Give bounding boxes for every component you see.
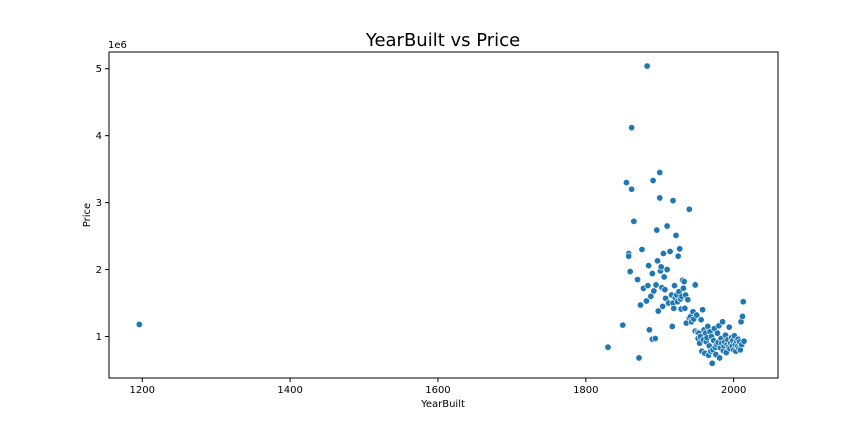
data-point [622,179,630,187]
data-point [666,247,674,255]
data-point [660,273,668,281]
data-point [135,320,143,328]
x-tick-label: 1600 [425,385,450,396]
x-tick-label: 1400 [277,385,302,396]
x-tick-label: 2000 [721,385,746,396]
data-point [630,217,638,225]
data-point [635,354,643,362]
data-point [668,322,676,330]
y-tick-label: 1 [96,332,102,343]
data-point [604,343,612,351]
data-point [740,337,748,345]
data-point [659,249,667,257]
data-point [653,226,661,234]
data-point [645,262,653,270]
data-point [651,335,659,343]
data-point [642,297,650,305]
data-point [691,281,699,289]
plot-area: 1200 1400 1600 1800 2000 1 2 3 4 5 [96,51,779,396]
data-point [680,278,688,286]
data-point [697,316,705,324]
data-point [725,323,733,331]
data-point [628,185,636,193]
data-point [644,282,652,290]
data-point [654,257,662,265]
data-point [671,282,679,290]
data-point [625,252,633,260]
data-point [645,326,653,334]
data-point [679,284,687,292]
data-point [684,296,692,304]
data-point [672,231,680,239]
data-point [637,301,645,309]
axes-frame [108,51,779,379]
data-point [708,359,716,367]
data-point [659,302,667,310]
data-point [628,124,636,132]
data-point [699,306,707,314]
y-tick-label: 3 [96,198,102,209]
data-point [649,177,657,185]
data-point [739,298,747,306]
x-tick-label: 1200 [130,385,155,396]
y-tick-label: 2 [96,265,102,276]
data-point [638,245,646,253]
data-point [663,266,671,274]
data-point [670,304,678,312]
data-point [648,270,656,278]
data-point [652,281,660,289]
data-point [693,311,701,319]
data-point [713,329,721,337]
data-point [669,197,677,205]
data-point [656,168,664,176]
data-point [634,276,642,284]
data-point [676,245,684,253]
data-point [656,194,664,202]
data-point [661,286,669,294]
x-tick-label: 1800 [573,385,598,396]
data-point [647,292,655,300]
data-point [657,263,665,271]
y-tick-label: 5 [96,64,102,75]
data-point [716,354,724,362]
y-axis-offset-label: 1e6 [108,40,127,51]
chart-title: YearBuilt vs Price [365,30,520,51]
y-tick-label: 4 [96,131,102,142]
data-point [650,287,658,295]
data-point [739,312,747,320]
data-point [719,318,727,326]
data-point [619,321,627,329]
data-point [654,307,662,315]
data-point [643,62,651,70]
x-axis-label: YearBuilt [420,399,465,410]
data-point [685,205,693,213]
data-point [663,222,671,230]
data-point [681,304,689,312]
data-point [674,252,682,260]
y-axis-label: Price [82,203,93,227]
data-point [626,268,634,276]
